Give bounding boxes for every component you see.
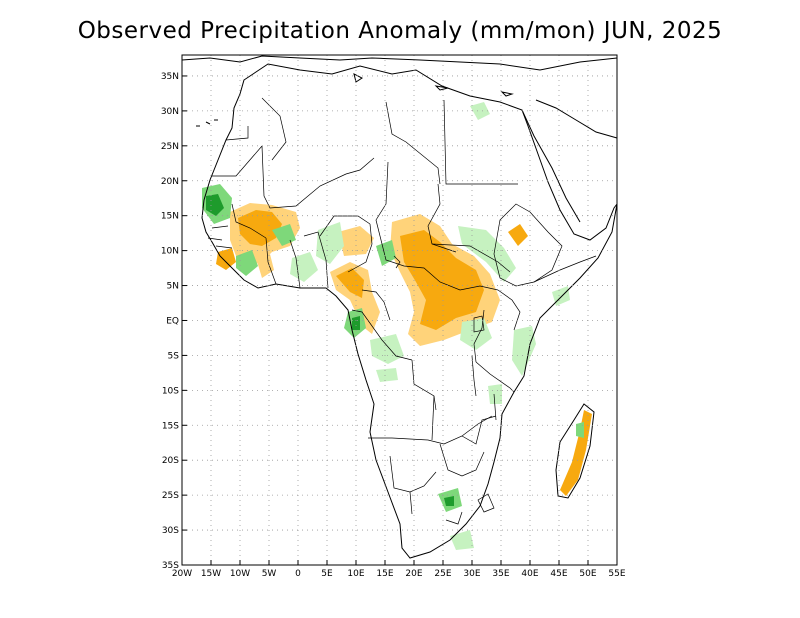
lat-tick-label: 30N [161, 107, 179, 117]
lat-tick-label: 35S [162, 561, 179, 571]
crete [434, 85, 449, 91]
madagascar-coastline [555, 403, 595, 499]
lon-tick-label: 0 [295, 569, 301, 579]
dry-anomaly-central-africa-core [400, 230, 484, 330]
lon-tick-label: 35E [492, 569, 509, 579]
lon-tick-label: 50E [579, 569, 596, 579]
map-title: Observed Precipitation Anomaly (mm/mon) … [77, 18, 723, 44]
lat-tick-label: 5N [167, 282, 179, 292]
wet-anomaly-ghana [290, 252, 318, 282]
cyprus [500, 91, 514, 97]
wet-anomaly-kenya-coast [512, 326, 536, 376]
africa-coastline [201, 63, 618, 559]
lat-tick-label: 5S [168, 351, 180, 361]
lat-tick-label: 30S [162, 526, 179, 536]
lat-tick-label: EQ [166, 316, 179, 326]
dry-anomaly-west-sahel-core [238, 210, 282, 246]
lat-tick-label: 25S [162, 491, 179, 501]
wet-anomaly-uganda [460, 318, 492, 350]
lat-tick-label: 25N [161, 142, 179, 152]
wet-anomaly-congo [370, 334, 404, 364]
latitude-axis: 35N 30N 25N 20N 15N 10N 5N EQ 5S 10S 15S 20S 25S 30S 3… [161, 72, 187, 571]
red-sea-coast [521, 109, 581, 223]
lon-tick-label: 5W [262, 569, 277, 579]
plot-border [181, 54, 618, 566]
lon-tick-label: 5E [321, 569, 333, 579]
wet-anomaly-tanzania [488, 384, 502, 404]
lon-tick-label: 30E [463, 569, 480, 579]
dry-anomaly-ethiopia [508, 224, 528, 246]
lat-tick-label: 10S [162, 386, 179, 396]
wet-anomaly-nigeria [316, 222, 344, 264]
lat-tick-label: 20N [161, 177, 179, 187]
wet-anomaly-gabon-core [352, 316, 360, 330]
europe-coast [181, 55, 618, 71]
lon-tick-label: 45E [550, 569, 567, 579]
dry-anomaly-cameroon-core [336, 268, 364, 298]
lat-tick-label: 35N [161, 72, 179, 82]
arabia-coast [535, 99, 618, 139]
lon-tick-label: 55E [608, 569, 625, 579]
longitude-axis: 20W 15W 10W 5W 0 5E 10E 15E 20E 25E 30E 35E 40E 45E 50… [172, 560, 626, 579]
canary-islands [196, 119, 218, 127]
map-frame [182, 55, 617, 565]
wet-anomaly-senegal-core [206, 194, 224, 216]
lat-tick-label: 10N [161, 247, 179, 257]
lat-tick-label: 15S [162, 421, 179, 431]
wet-anomaly-egypt [470, 102, 490, 120]
lon-tick-label: 20E [405, 569, 422, 579]
lat-tick-label: 20S [162, 456, 179, 466]
lon-tick-label: 25E [434, 569, 451, 579]
lon-tick-label: 10W [230, 569, 250, 579]
graticule [182, 55, 617, 565]
wet-anomaly-nigeria-east [376, 240, 396, 266]
wet-anomaly-guinea [236, 250, 258, 276]
wet-anomaly-south-africa-east [450, 530, 474, 550]
dry-anomaly-guinea-coast [216, 248, 236, 270]
lon-tick-label: 15E [376, 569, 393, 579]
wet-anomaly-angola [376, 368, 398, 382]
lon-tick-label: 20W [172, 569, 192, 579]
wet-anomaly-south-africa-core [444, 496, 454, 506]
dry-anomaly-liberia [256, 254, 274, 278]
lat-tick-label: 15N [161, 212, 179, 222]
lon-tick-label: 15W [201, 569, 221, 579]
lon-tick-label: 40E [521, 569, 538, 579]
wet-anomaly-madagascar-north [576, 422, 584, 438]
coastlines [181, 55, 618, 559]
country-borders [207, 97, 597, 525]
wet-anomaly-sudan-east [458, 226, 516, 282]
lon-tick-label: 10E [347, 569, 364, 579]
